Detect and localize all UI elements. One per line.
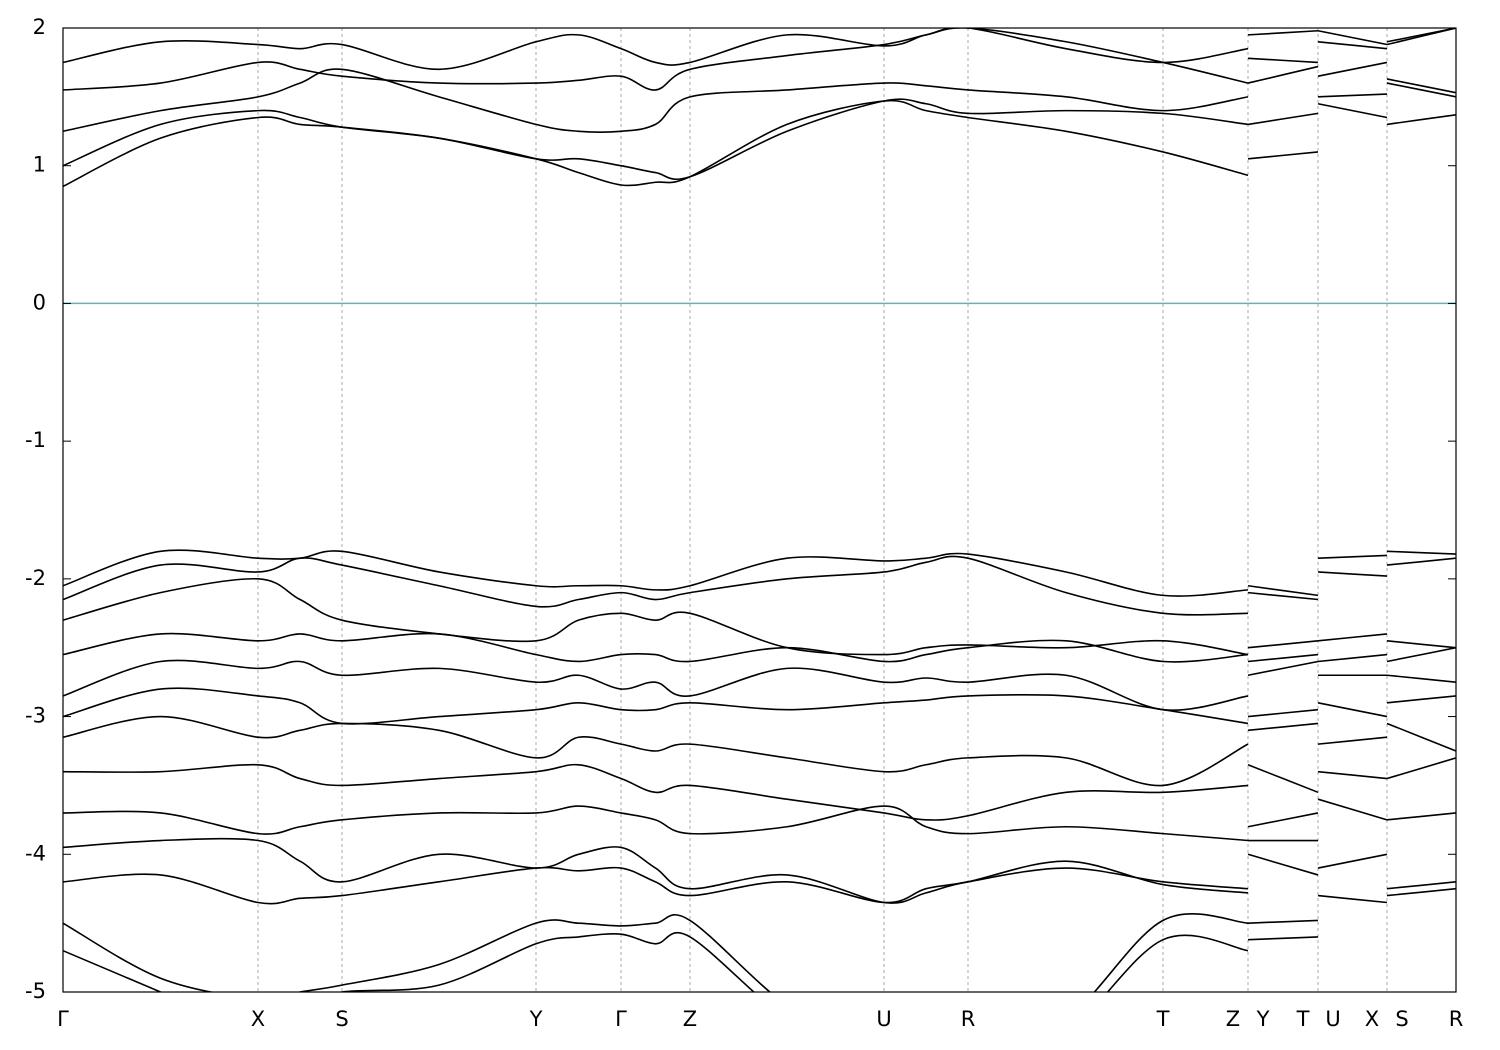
x-tick-label: Γ <box>57 1007 69 1031</box>
y-tick-label: -2 <box>25 566 46 590</box>
x-tick-label: R <box>961 1007 976 1031</box>
y-tick-label: -3 <box>25 704 46 728</box>
x-tick-label: S <box>335 1007 348 1031</box>
band-line <box>63 687 1456 725</box>
band-line <box>63 28 1456 91</box>
band-line <box>63 632 1456 663</box>
band-line <box>63 798 1456 842</box>
band-line <box>63 577 1456 656</box>
x-tick-label: Z <box>1226 1007 1240 1031</box>
x-tick-label: U <box>876 1007 891 1031</box>
band-line <box>63 659 1456 711</box>
band-line <box>63 715 1456 787</box>
band-line <box>63 757 1456 821</box>
x-tick-label: X <box>1365 1007 1379 1031</box>
y-tick-label: 0 <box>33 290 46 314</box>
x-tick-label: U <box>1325 1007 1340 1031</box>
band-line <box>63 853 1456 905</box>
band-line <box>63 549 1456 597</box>
y-tick-label: -5 <box>25 979 46 1003</box>
x-tick-label: R <box>1449 1007 1464 1031</box>
grid <box>62 28 1457 992</box>
y-tick-label: -4 <box>25 841 46 865</box>
band-line <box>63 99 1456 188</box>
band-line <box>63 837 1456 904</box>
x-tick-label: T <box>1296 1007 1310 1031</box>
band-line <box>63 61 1456 133</box>
x-tick-label: S <box>1395 1007 1408 1031</box>
band-line <box>63 931 1319 992</box>
x-tick-label: X <box>251 1007 265 1031</box>
y-tick-label: 1 <box>33 153 46 177</box>
plot-frame <box>62 27 1457 993</box>
band-line <box>63 28 1456 71</box>
x-tick-label: Z <box>683 1007 697 1031</box>
x-tick-label: T <box>1156 1007 1170 1031</box>
x-tick-label: Y <box>1256 1007 1270 1031</box>
x-tick-label: Y <box>529 1007 543 1031</box>
band-line <box>63 82 1456 181</box>
y-tick-label: -1 <box>25 428 46 452</box>
bands <box>63 28 1456 992</box>
band-line <box>63 913 1319 992</box>
x-tick-label: Γ <box>615 1007 627 1031</box>
y-tick-label: 2 <box>33 15 46 39</box>
band-line <box>63 555 1456 616</box>
